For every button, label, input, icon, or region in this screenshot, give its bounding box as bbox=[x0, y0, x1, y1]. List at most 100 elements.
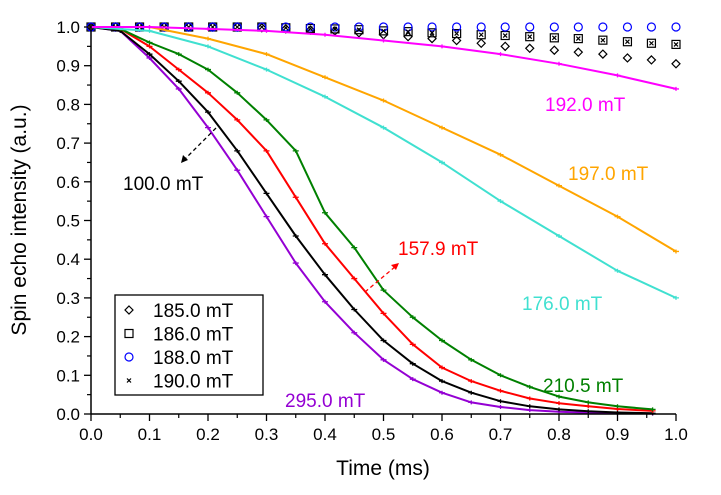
line-series-176-0-mT bbox=[88, 25, 679, 300]
data-point bbox=[527, 34, 533, 40]
data-point bbox=[478, 32, 484, 38]
data-point bbox=[234, 168, 241, 173]
data-point bbox=[673, 41, 679, 47]
y-tick-label: 0.5 bbox=[56, 212, 80, 231]
data-point bbox=[556, 394, 562, 399]
line-series-197-0-mT bbox=[88, 25, 679, 254]
y-tick-label: 0.7 bbox=[56, 134, 80, 153]
data-point bbox=[405, 29, 411, 35]
svg-text:176.0 mT: 176.0 mT bbox=[522, 294, 603, 315]
data-point bbox=[454, 31, 460, 37]
data-point bbox=[497, 52, 504, 57]
legend-item: 188.0 mT bbox=[124, 348, 234, 369]
data-point bbox=[497, 373, 504, 378]
svg-text:197.0 mT: 197.0 mT bbox=[568, 164, 649, 185]
x-tick-label: 0.3 bbox=[255, 425, 279, 444]
data-point bbox=[598, 22, 608, 32]
data-point bbox=[351, 307, 358, 312]
series-line bbox=[90, 26, 653, 411]
data-point bbox=[525, 22, 535, 32]
series-line bbox=[90, 26, 653, 415]
series-line bbox=[90, 26, 653, 415]
data-point bbox=[234, 90, 241, 95]
data-point bbox=[263, 52, 270, 57]
data-point bbox=[146, 44, 153, 49]
data-point bbox=[307, 26, 313, 31]
data-point bbox=[351, 245, 358, 250]
data-point bbox=[614, 404, 621, 409]
data-point bbox=[585, 400, 592, 405]
data-point bbox=[281, 22, 291, 32]
data-point bbox=[622, 53, 633, 63]
data-point bbox=[497, 405, 504, 410]
data-point bbox=[380, 311, 387, 316]
data-point bbox=[526, 384, 533, 389]
data-point bbox=[476, 38, 487, 49]
data-point bbox=[175, 52, 182, 57]
y-tick-label: 0.8 bbox=[56, 95, 80, 114]
data-point bbox=[351, 276, 358, 281]
data-point bbox=[622, 37, 633, 47]
data-point bbox=[292, 233, 299, 238]
data-point bbox=[232, 22, 242, 32]
data-point bbox=[354, 22, 364, 32]
data-point bbox=[671, 22, 681, 32]
data-point bbox=[439, 160, 445, 165]
data-point bbox=[322, 75, 328, 80]
data-point bbox=[330, 22, 340, 32]
data-point bbox=[673, 249, 679, 254]
y-tick-label: 0.3 bbox=[56, 289, 80, 308]
data-point bbox=[526, 408, 533, 413]
data-point bbox=[585, 409, 592, 414]
data-point bbox=[354, 27, 364, 38]
data-point bbox=[673, 295, 679, 300]
y-tick-label: 0.2 bbox=[56, 328, 80, 347]
data-point bbox=[322, 94, 328, 99]
data-point bbox=[614, 214, 621, 219]
data-point bbox=[205, 26, 211, 31]
data-point bbox=[205, 36, 211, 41]
data-point bbox=[500, 22, 510, 32]
data-point bbox=[322, 241, 328, 246]
data-point bbox=[439, 338, 445, 343]
data-point bbox=[256, 22, 267, 33]
legend-marker-square-icon bbox=[124, 328, 134, 339]
data-point bbox=[205, 44, 211, 49]
data-point bbox=[378, 26, 389, 36]
data-point bbox=[556, 233, 562, 238]
data-point bbox=[427, 33, 437, 44]
data-point bbox=[598, 35, 608, 45]
data-point bbox=[556, 407, 562, 412]
data-point bbox=[332, 26, 338, 32]
data-point bbox=[175, 79, 182, 84]
line-series-192-0-mT bbox=[88, 25, 679, 91]
data-point bbox=[549, 45, 560, 56]
data-point bbox=[439, 379, 445, 384]
data-point bbox=[409, 315, 416, 320]
data-point bbox=[573, 34, 583, 44]
data-point bbox=[600, 37, 606, 43]
data-point bbox=[468, 400, 475, 405]
data-point bbox=[429, 30, 435, 36]
data-point bbox=[556, 61, 562, 66]
data-point bbox=[263, 28, 270, 33]
x-tick-label: 0.7 bbox=[489, 425, 513, 444]
data-point bbox=[263, 148, 270, 153]
data-point bbox=[625, 39, 630, 45]
x-tick-label: 0.6 bbox=[430, 425, 454, 444]
svg-text:295.0 mT: 295.0 mT bbox=[285, 391, 366, 412]
y-tick-label: 0.6 bbox=[56, 173, 80, 192]
data-point bbox=[500, 41, 511, 52]
data-point bbox=[409, 342, 416, 347]
data-point bbox=[671, 58, 681, 69]
data-point bbox=[556, 183, 562, 188]
data-point bbox=[439, 125, 445, 130]
data-point bbox=[322, 32, 328, 37]
data-point bbox=[614, 73, 621, 78]
y-tick-label: 1.0 bbox=[56, 18, 80, 37]
data-point bbox=[497, 399, 504, 404]
data-point bbox=[439, 44, 445, 49]
line-series-210-5-mT bbox=[88, 25, 656, 412]
data-point bbox=[403, 22, 413, 32]
